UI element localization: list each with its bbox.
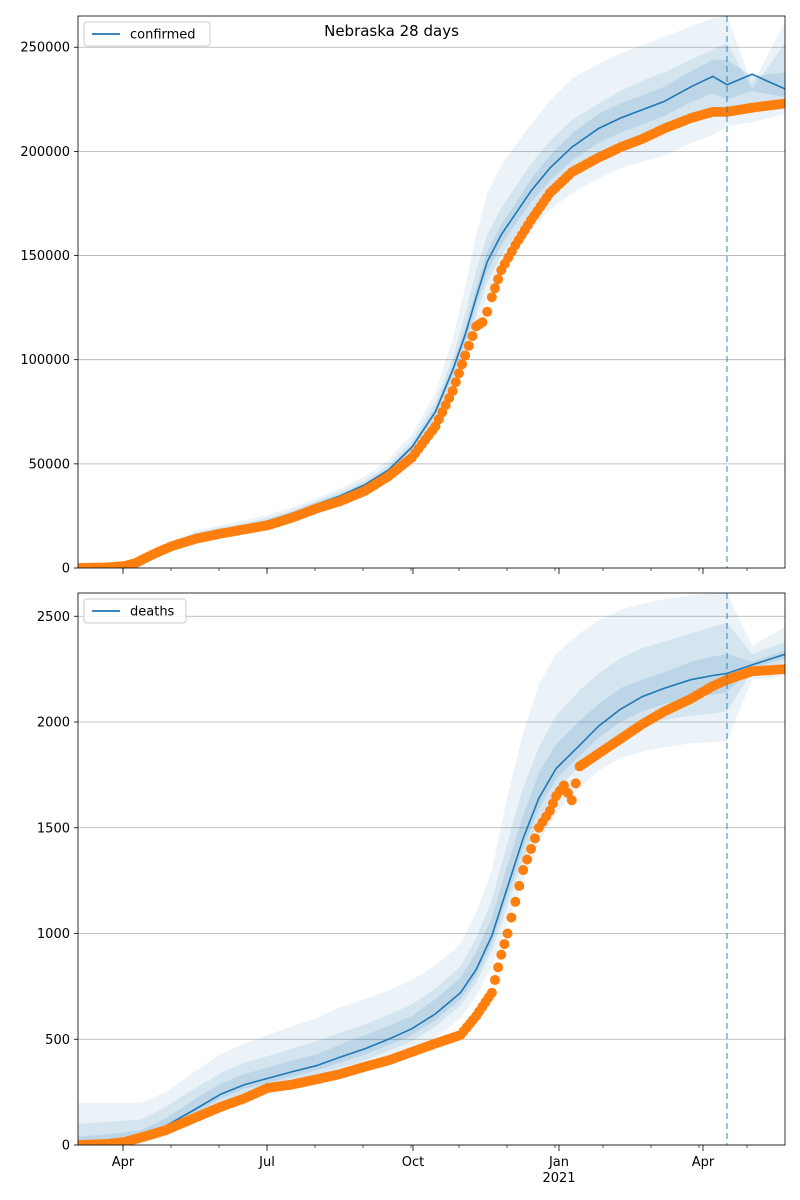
legend: deaths [83, 598, 187, 624]
legend-box [83, 21, 211, 47]
data-point [482, 306, 493, 317]
y-tick-label: 1500 [37, 821, 70, 836]
data-point [510, 896, 521, 907]
data-point [489, 283, 500, 294]
data-point [467, 331, 478, 342]
y-tick-label: 0 [62, 1139, 70, 1154]
data-point [518, 865, 529, 876]
data-point [493, 274, 504, 285]
y-tick-label: 2500 [37, 610, 70, 625]
data-point [570, 778, 581, 789]
x-tick-label: Jan [548, 1155, 569, 1170]
y-tick-label: 2000 [37, 716, 70, 731]
x-tick-label: Apr [112, 1155, 135, 1170]
data-point [447, 385, 458, 396]
legend-label: deaths [130, 605, 175, 620]
legend-label: confirmed [130, 28, 196, 43]
legend: confirmed [83, 21, 211, 47]
data-point [453, 368, 464, 379]
data-point [526, 843, 537, 854]
axes-frame [77, 592, 786, 1146]
data-point [522, 854, 533, 865]
series-line-deaths [78, 653, 785, 1145]
data-point [486, 987, 497, 998]
confidence-band-mid [78, 43, 785, 568]
y-tick-label: 150000 [20, 249, 70, 264]
data-point [506, 912, 517, 923]
x-tick-label: Oct [402, 1155, 424, 1170]
data-point [450, 377, 461, 388]
chart-title: Nebraska 28 days [324, 22, 459, 40]
data-point [489, 975, 500, 986]
y-tick-label: 100000 [20, 353, 70, 368]
data-point [514, 880, 525, 891]
data-point [562, 787, 573, 798]
data-point [529, 833, 540, 844]
confirmed-panel: 0 50000 100000 150000 200000 250000 Nebraska 2… [20, 15, 786, 577]
plot-area [78, 16, 785, 568]
x-tick-label: Jul [258, 1155, 275, 1170]
x-tick-year-label: 2021 [542, 1171, 575, 1186]
confidence-band-outer [78, 593, 785, 1145]
y-tick-label: 200000 [20, 145, 70, 160]
y-tick-label: 500 [45, 1033, 70, 1048]
data-point [499, 939, 510, 950]
y-tick-label: 1000 [37, 927, 70, 942]
data-point [460, 350, 471, 361]
y-tick-label: 250000 [20, 41, 70, 56]
data-point [477, 317, 488, 328]
data-point [780, 664, 785, 675]
data-point [496, 949, 507, 960]
data-point [463, 340, 474, 351]
data-point [502, 928, 513, 939]
y-tick-label: 0 [62, 562, 70, 577]
legend-box [83, 598, 187, 624]
data-point [457, 359, 468, 370]
data-point [558, 780, 569, 791]
data-point [780, 98, 785, 109]
axes-frame [77, 15, 786, 569]
plot-area [78, 593, 785, 1145]
data-point [493, 962, 504, 973]
x-tick-label: Apr [692, 1155, 715, 1170]
data-point [486, 292, 497, 303]
data-point [566, 795, 577, 806]
y-tick-label: 50000 [29, 457, 70, 472]
